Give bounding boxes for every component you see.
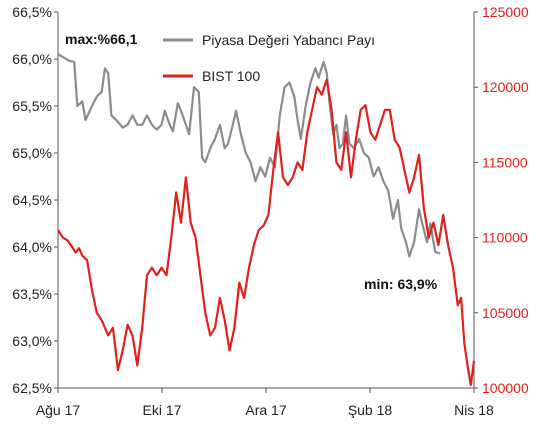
x-tick-label: Nis 18 [454, 402, 494, 418]
right-tick-label: 115000 [482, 154, 528, 170]
left-tick-label: 64,5% [12, 192, 52, 208]
left-y-axis: 62,5% 63,0% 63,5% 64,0% 64,5% 65,0% 65,5% 66,0%… [12, 4, 58, 396]
x-tick-label: Ağu 17 [36, 402, 81, 418]
legend: Piyasa Değeri Yabancı Payı BIST 100 [163, 32, 375, 84]
left-tick-label: 63,0% [12, 333, 52, 349]
left-tick-label: 65,0% [12, 145, 52, 161]
left-tick-label: 65,5% [12, 98, 52, 114]
legend-label-bist100: BIST 100 [202, 68, 260, 84]
plot-frame [57, 12, 475, 389]
left-tick-label: 66,0% [12, 51, 52, 67]
right-tick-label: 100000 [482, 380, 529, 396]
x-tick-label: Eki 17 [143, 402, 182, 418]
right-tick-label: 125000 [482, 4, 529, 20]
right-tick-label: 110000 [482, 230, 528, 246]
left-tick-label: 62,5% [12, 380, 52, 396]
series-line-bist100 [57, 78, 476, 387]
left-tick-label: 64,0% [12, 239, 52, 255]
right-tick-label: 120000 [482, 79, 529, 95]
x-axis: Ağu 17 Eki 17 Ara 17 Şub 18 Nis 18 [36, 388, 494, 418]
max-annotation: max:%66,1 [65, 31, 138, 47]
right-tick-label: 105000 [482, 305, 529, 321]
left-tick-label: 66,5% [12, 4, 52, 20]
min-annotation: min: 63,9% [364, 276, 438, 292]
series-line-foreign-share [57, 53, 441, 258]
right-y-axis: 100000 105000 110000 115000 120000 125000 [474, 4, 529, 396]
left-tick-label: 63,5% [12, 286, 52, 302]
x-tick-label: Şub 18 [348, 402, 393, 418]
x-tick-label: Ara 17 [245, 402, 286, 418]
series-layer [57, 53, 476, 387]
legend-label-foreign-share: Piyasa Değeri Yabancı Payı [202, 32, 375, 48]
